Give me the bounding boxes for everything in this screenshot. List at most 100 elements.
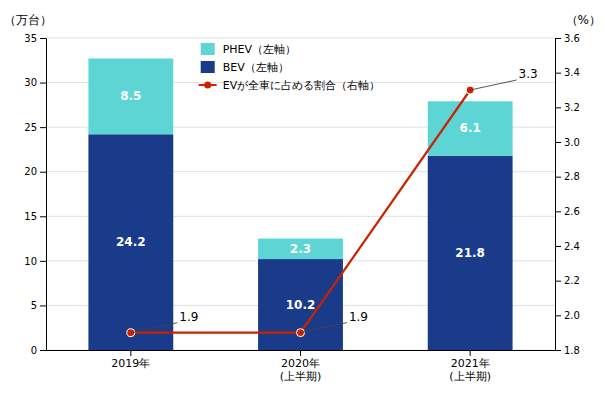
tick-label: 10 [24, 256, 37, 267]
bar [258, 259, 343, 350]
legend-item: EVが全車に占める割合（右軸） [199, 79, 380, 92]
tick: 10 [24, 256, 46, 267]
tick: 2019年 [111, 350, 150, 370]
marks [88, 59, 512, 350]
tick-mark [40, 38, 46, 39]
tick-mark [470, 350, 471, 356]
legend: PHEV（左軸） BEV（左軸） EVが全車に占める割合（右軸） [199, 43, 380, 92]
tick-mark [555, 246, 561, 247]
leader-line [301, 323, 347, 333]
tick: 0 [31, 345, 46, 356]
tick-mark [555, 142, 561, 143]
tick: 5 [31, 300, 46, 311]
grid [46, 38, 555, 350]
tick: 20 [24, 166, 46, 177]
tick-label: 35 [24, 33, 37, 44]
tick: 2.8 [555, 171, 580, 182]
bar [428, 156, 513, 350]
bar-label: 24.2 [116, 235, 146, 249]
legend-item: PHEV（左軸） [201, 43, 296, 56]
legend-swatch [201, 43, 215, 55]
tick-mark [555, 315, 561, 316]
tick-mark [40, 83, 46, 84]
tick-mark [40, 350, 46, 351]
leader-line [470, 80, 516, 90]
tick-mark [555, 38, 561, 39]
tick-label: 2.6 [564, 206, 580, 217]
tick: 3.2 [555, 102, 580, 113]
bar-series [88, 59, 512, 260]
chart-container: 24.2 10.2 21.8 8.5 2.3 6.1 1.9 1.9 3.3 0 5 10 15 20 25… [0, 0, 605, 396]
tick: 2.4 [555, 241, 580, 252]
tick-mark [40, 261, 46, 262]
tick-label: 30 [24, 77, 37, 88]
legend-label: EVが全車に占める割合（右軸） [223, 79, 380, 92]
tick: 2020年(上半期) [280, 350, 322, 383]
tick-mark [555, 177, 561, 178]
tick-mark [555, 211, 561, 212]
tick-mark [40, 216, 46, 217]
line-label: 1.9 [349, 310, 368, 324]
leader-line [131, 323, 177, 333]
tick: 2021年(上半期) [449, 350, 491, 383]
tick-label: 20 [24, 166, 37, 177]
bar-label: 8.5 [120, 89, 141, 103]
tick-label: 3.6 [564, 33, 580, 44]
axis-line [555, 39, 556, 351]
chart-svg: 24.2 10.2 21.8 8.5 2.3 6.1 1.9 1.9 3.3 0 5 10 15 20 25… [0, 0, 605, 396]
line-series [127, 86, 474, 337]
tick-label: 25 [24, 122, 37, 133]
tick: 35 [24, 33, 46, 44]
y2-axis: 1.8 2.0 2.2 2.4 2.6 2.8 3.0 3.2 3.4 3.6 [555, 33, 580, 356]
tick: 3.4 [555, 67, 580, 78]
tick-label: 0 [31, 345, 37, 356]
tick-label: 2020年(上半期) [280, 357, 322, 383]
grid-line [46, 38, 555, 39]
tick: 25 [24, 122, 46, 133]
bar [88, 59, 173, 135]
bar [88, 134, 173, 350]
tick-mark [300, 350, 301, 356]
line-label: 3.3 [519, 67, 538, 81]
tick-label: 3.4 [564, 67, 580, 78]
tick-label: 2.2 [564, 275, 580, 286]
tick: 2.0 [555, 310, 580, 321]
tick-label: 3.0 [564, 137, 580, 148]
tick-label: 15 [24, 211, 37, 222]
tick-label: 2019年 [111, 357, 150, 370]
tick: 1.8 [555, 345, 580, 356]
tick-label: 2021年(上半期) [449, 357, 491, 383]
tick: 15 [24, 211, 46, 222]
tick-mark [40, 127, 46, 128]
bar-label: 10.2 [286, 298, 316, 312]
tick: 30 [24, 77, 46, 88]
tick-label: 2.8 [564, 171, 580, 182]
line-label: 1.9 [179, 310, 198, 324]
tick-label: 5 [31, 300, 37, 311]
tick: 2.2 [555, 275, 580, 286]
x-axis: 2019年 2020年(上半期) 2021年(上半期) [47, 350, 556, 383]
bar [258, 239, 343, 260]
line [131, 90, 470, 333]
axis-line [46, 39, 47, 351]
tick-mark [40, 305, 46, 306]
tick-label: 1.8 [564, 345, 580, 356]
tick-mark [555, 281, 561, 282]
tick-mark [555, 350, 561, 351]
bar-series [88, 134, 512, 350]
tick-label: 2.0 [564, 310, 580, 321]
bar-label: 2.3 [290, 242, 311, 256]
legend-swatch [204, 82, 211, 89]
legend-label: PHEV（左軸） [223, 43, 296, 56]
legend-label: BEV（左軸） [223, 61, 289, 74]
plot-area: 24.2 10.2 21.8 8.5 2.3 6.1 1.9 1.9 3.3 0 5 10 15 20 25… [4, 13, 601, 383]
bar-label: 6.1 [460, 121, 481, 135]
legend-swatch [201, 61, 215, 73]
y2-axis-title: （%） [566, 13, 601, 27]
bar-label: 21.8 [455, 246, 485, 260]
tick-label: 2.4 [564, 241, 580, 252]
tick: 3.6 [555, 33, 580, 44]
bar [428, 101, 513, 155]
y-axis-title: （万台） [4, 13, 52, 27]
tick-mark [555, 73, 561, 74]
